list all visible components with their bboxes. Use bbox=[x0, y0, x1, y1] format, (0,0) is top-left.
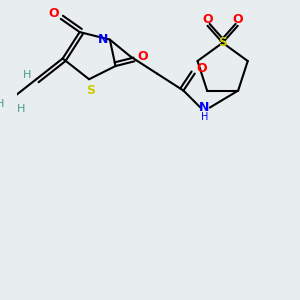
Text: H: H bbox=[22, 70, 31, 80]
Text: S: S bbox=[218, 36, 227, 49]
Text: H: H bbox=[200, 112, 208, 122]
Text: H: H bbox=[17, 104, 25, 114]
Text: N: N bbox=[199, 101, 209, 114]
Text: O: O bbox=[202, 13, 213, 26]
Text: S: S bbox=[86, 84, 95, 97]
Text: O: O bbox=[48, 7, 58, 20]
Text: O: O bbox=[138, 50, 148, 63]
Text: N: N bbox=[98, 33, 108, 46]
Text: O: O bbox=[196, 62, 207, 75]
Text: O: O bbox=[232, 13, 243, 26]
Text: H: H bbox=[0, 99, 4, 109]
